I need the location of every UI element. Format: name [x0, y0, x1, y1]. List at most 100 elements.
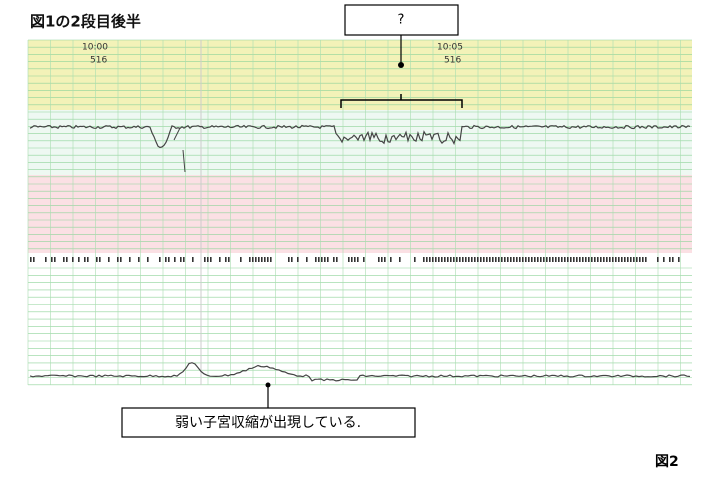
event-tick [657, 257, 659, 262]
event-tick [495, 257, 497, 262]
event-tick [30, 257, 32, 262]
bracket [340, 94, 463, 108]
event-tick [306, 257, 308, 262]
event-tick [606, 257, 608, 262]
event-tick [87, 257, 89, 262]
event-tick [516, 257, 518, 262]
event-tick [612, 257, 614, 262]
event-tick [546, 257, 548, 262]
event-tick [147, 257, 149, 262]
event-tick [468, 257, 470, 262]
event-tick [567, 257, 569, 262]
event-tick [486, 257, 488, 262]
event-tick [561, 257, 563, 262]
event-tick [588, 257, 590, 262]
event-tick [63, 257, 65, 262]
event-tick [384, 257, 386, 262]
event-tick [354, 257, 356, 262]
time-mark: 10:00 [82, 43, 108, 53]
event-tick [210, 257, 212, 262]
event-tick [414, 257, 416, 262]
event-tick [573, 257, 575, 262]
event-tick [435, 257, 437, 262]
event-tick [672, 257, 674, 262]
event-tick [585, 257, 587, 262]
event-tick [480, 257, 482, 262]
event-tick [165, 257, 167, 262]
toco-trace [29, 362, 691, 382]
event-tick [240, 257, 242, 262]
event-tick [270, 257, 272, 262]
event-tick [108, 257, 110, 262]
event-strip [30, 257, 680, 262]
event-tick [576, 257, 578, 262]
event-tick [378, 257, 380, 262]
event-tick [441, 257, 443, 262]
event-tick [471, 257, 473, 262]
event-tick [492, 257, 494, 262]
event-tick [249, 257, 251, 262]
event-tick [582, 257, 584, 262]
event-tick [678, 257, 680, 262]
event-tick [540, 257, 542, 262]
event-tick [261, 257, 263, 262]
event-tick [570, 257, 572, 262]
event-tick [642, 257, 644, 262]
event-tick [549, 257, 551, 262]
traces [29, 124, 691, 382]
event-tick [159, 257, 161, 262]
event-tick [327, 257, 329, 262]
event-tick [579, 257, 581, 262]
event-tick [600, 257, 602, 262]
event-tick [624, 257, 626, 262]
event-tick [225, 257, 227, 262]
event-tick [204, 257, 206, 262]
event-tick [522, 257, 524, 262]
event-tick [432, 257, 434, 262]
event-tick [597, 257, 599, 262]
event-tick [501, 257, 503, 262]
title: 図1の2段目後半 [30, 13, 141, 31]
event-tick [483, 257, 485, 262]
event-tick [51, 257, 53, 262]
event-tick [603, 257, 605, 262]
time-mark: 10:05 [437, 43, 463, 53]
event-tick [636, 257, 638, 262]
code-mark: 516 [90, 56, 107, 66]
event-tick [534, 257, 536, 262]
alert-band [28, 175, 692, 253]
event-tick [264, 257, 266, 262]
event-tick [462, 257, 464, 262]
event-tick [507, 257, 509, 262]
event-tick [297, 257, 299, 262]
event-tick [426, 257, 428, 262]
event-tick [531, 257, 533, 262]
event-tick [336, 257, 338, 262]
event-tick [621, 257, 623, 262]
contraction-callout: 弱い子宮収縮が出現している. [121, 382, 416, 438]
event-tick [663, 257, 665, 262]
question-callout: ? [340, 4, 463, 108]
fhr-trace [29, 124, 691, 149]
event-tick [363, 257, 365, 262]
event-tick [381, 257, 383, 262]
code-mark: 516 [444, 56, 461, 66]
event-tick [645, 257, 647, 262]
event-tick [453, 257, 455, 262]
event-tick [615, 257, 617, 262]
event-tick [639, 257, 641, 262]
event-tick [447, 257, 449, 262]
event-tick [618, 257, 620, 262]
event-tick [591, 257, 593, 262]
event-tick [498, 257, 500, 262]
event-tick [321, 257, 323, 262]
event-tick [504, 257, 506, 262]
note-text: 弱い子宮収縮が出現している. [175, 415, 361, 431]
event-tick [537, 257, 539, 262]
event-tick [252, 257, 254, 262]
event-tick [219, 257, 221, 262]
event-tick [315, 257, 317, 262]
event-tick [84, 257, 86, 262]
event-tick [558, 257, 560, 262]
